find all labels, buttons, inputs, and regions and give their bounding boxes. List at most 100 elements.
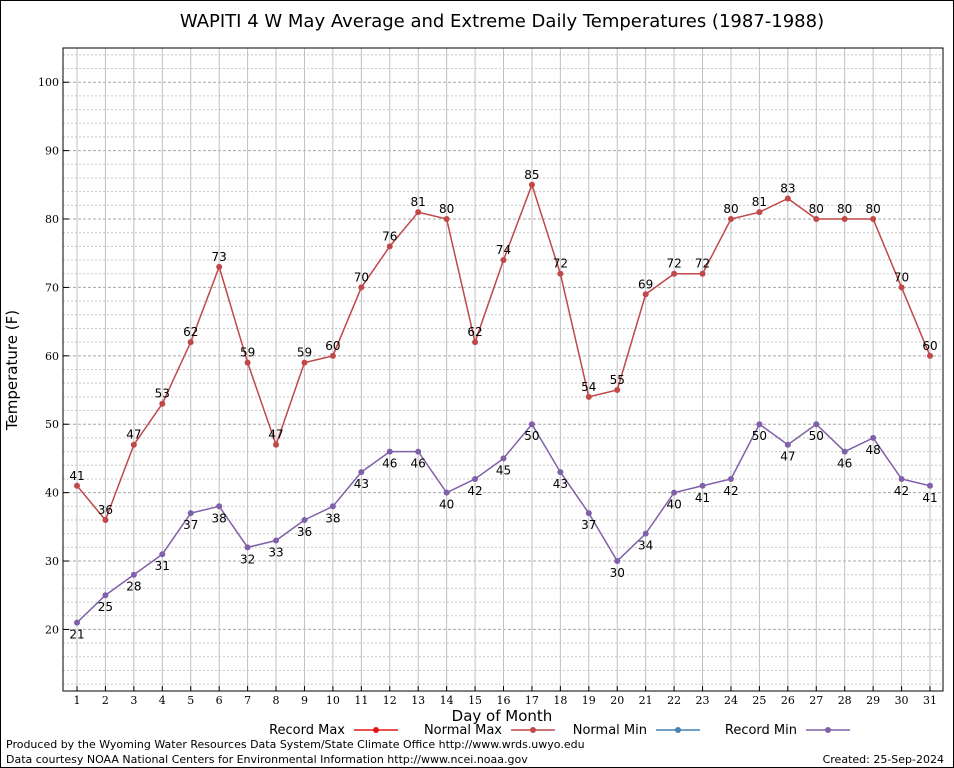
record-min-point [841,448,848,455]
record-max-data-label: 74 [496,243,511,257]
record-max-point [756,209,763,216]
record-min-data-label: 46 [382,457,397,471]
x-tick-label: 9 [301,694,308,707]
record-max-point [244,359,251,366]
y-tick-label: 70 [45,281,59,294]
record-min-data-label: 43 [354,477,369,491]
record-min-point [358,469,365,476]
record-min-point [727,475,734,482]
record-max-point [841,216,848,223]
record-min-point [557,469,564,476]
record-min-point [329,503,336,510]
x-tick-label: 27 [809,694,823,707]
record-min-data-label: 45 [496,463,511,477]
x-tick-label: 12 [383,694,397,707]
record-max-point [358,284,365,291]
x-tick-label: 29 [866,694,880,707]
y-tick-label: 80 [45,213,59,226]
y-tick-label: 90 [45,145,59,158]
y-tick-label: 30 [45,555,59,568]
record-max-data-label: 60 [325,339,340,353]
record-min-point [159,551,166,558]
record-max-data-label: 76 [382,229,397,243]
record-min-data-label: 37 [581,518,596,532]
record-min-point [642,530,649,537]
record-max-data-label: 72 [695,257,710,271]
record-max-point [898,284,905,291]
y-tick-label: 50 [45,418,59,431]
x-tick-label: 18 [553,694,567,707]
record-min-point [500,455,507,462]
x-axis-label: Day of Month [452,707,553,725]
record-max-point [784,195,791,202]
record-max-data-label: 73 [212,250,227,264]
record-max-data-label: 47 [126,428,141,442]
record-min-data-label: 50 [524,429,539,443]
record-max-point [386,243,393,250]
record-min-data-label: 38 [325,511,340,525]
x-tick-label: 28 [838,694,852,707]
record-min-point [273,537,280,544]
record-max-point [301,359,308,366]
record-max-point [528,181,535,188]
x-tick-label: 20 [610,694,624,707]
record-max-data-label: 54 [581,380,596,394]
record-max-data-label: 55 [610,373,625,387]
record-min-data-label: 43 [553,477,568,491]
record-max-point [699,270,706,277]
record-max-point [187,339,194,346]
x-tick-label: 16 [497,694,511,707]
record-min-data-label: 25 [98,600,113,614]
record-max-data-label: 80 [723,202,738,216]
x-tick-label: 30 [895,694,909,707]
record-max-point [585,393,592,400]
record-max-data-label: 80 [837,202,852,216]
x-tick-label: 22 [667,694,681,707]
record-min-data-label: 42 [723,484,738,498]
x-tick-label: 4 [159,694,166,707]
record-min-point [784,441,791,448]
record-max-data-label: 70 [894,270,909,284]
record-min-data-label: 41 [922,491,937,505]
record-max-data-label: 41 [69,469,84,483]
record-min-data-label: 21 [69,628,84,642]
x-tick-label: 21 [639,694,653,707]
record-max-point [813,216,820,223]
record-max-data-label: 60 [922,339,937,353]
x-tick-label: 8 [273,694,280,707]
x-tick-label: 31 [923,694,937,707]
record-min-point [585,510,592,517]
record-min-data-label: 46 [411,457,426,471]
record-max-data-label: 59 [297,346,312,360]
record-max-point [671,270,678,277]
record-max-point [727,216,734,223]
record-max-point [642,291,649,298]
x-tick-label: 10 [326,694,340,707]
record-min-data-label: 41 [695,491,710,505]
x-tick-label: 13 [411,694,425,707]
record-max-point [500,257,507,264]
record-max-point [130,441,137,448]
x-tick-label: 5 [187,694,194,707]
record-min-data-label: 40 [666,498,681,512]
record-min-point [415,448,422,455]
chart-title: WAPITI 4 W May Average and Extreme Daily… [180,11,824,32]
record-max-data-label: 81 [411,195,426,209]
x-tick-label: 7 [244,694,251,707]
record-min-data-label: 37 [183,518,198,532]
legend-label-normal-max: Normal Max [424,723,502,738]
record-min-point [528,421,535,428]
record-min-point [102,592,109,599]
legend-marker-normal-min [675,727,681,733]
record-max-point [927,352,933,359]
record-min-data-label: 50 [752,429,767,443]
record-min-data-label: 33 [268,546,283,560]
record-max-point [870,216,877,223]
record-min-point [244,544,251,551]
record-max-data-label: 80 [439,202,454,216]
x-tick-label: 19 [582,694,596,707]
x-tick-label: 25 [752,694,766,707]
record-min-data-label: 28 [126,580,141,594]
record-max-point [557,270,564,277]
